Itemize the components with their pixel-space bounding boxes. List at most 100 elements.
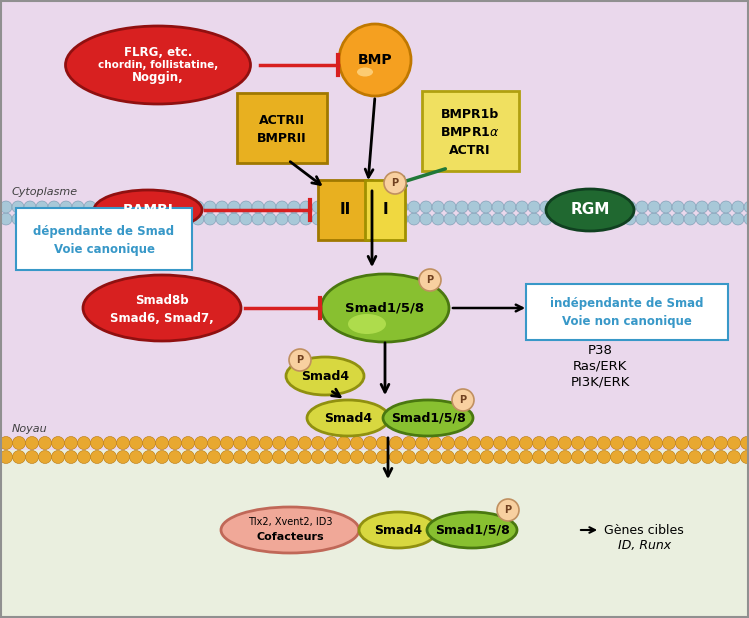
Circle shape [672,213,684,225]
Circle shape [492,201,504,213]
Circle shape [432,213,444,225]
Ellipse shape [357,67,373,77]
Circle shape [339,24,411,96]
Circle shape [204,201,216,213]
Circle shape [168,213,180,225]
Circle shape [273,436,285,449]
Circle shape [504,213,516,225]
Circle shape [52,436,64,449]
Circle shape [663,436,676,449]
Circle shape [504,201,516,213]
Circle shape [559,451,571,464]
Circle shape [402,436,416,449]
Text: P: P [392,178,398,188]
Circle shape [408,213,420,225]
FancyBboxPatch shape [526,284,728,340]
Circle shape [702,451,715,464]
Circle shape [363,451,377,464]
Ellipse shape [221,507,359,553]
Circle shape [24,213,36,225]
Circle shape [533,436,545,449]
FancyBboxPatch shape [365,180,405,240]
Text: ACTRII: ACTRII [259,114,305,127]
Text: chordin, follistatine,: chordin, follistatine, [98,60,218,70]
Circle shape [120,213,132,225]
Circle shape [132,201,144,213]
Circle shape [520,451,533,464]
Text: indépendante de Smad: indépendante de Smad [551,297,704,310]
Text: Voie non canonique: Voie non canonique [562,315,692,328]
Circle shape [684,201,696,213]
Circle shape [300,213,312,225]
Text: Smad1/5/8: Smad1/5/8 [434,523,509,536]
Circle shape [506,451,520,464]
Circle shape [480,213,492,225]
Circle shape [91,451,103,464]
Circle shape [744,201,749,213]
Circle shape [732,213,744,225]
Circle shape [468,201,480,213]
Circle shape [195,436,207,449]
Circle shape [377,436,389,449]
Circle shape [117,436,130,449]
Circle shape [467,451,481,464]
FancyBboxPatch shape [318,180,372,240]
Ellipse shape [83,275,241,341]
Text: Noggin,: Noggin, [132,70,184,83]
Circle shape [276,201,288,213]
Circle shape [636,213,648,225]
Circle shape [72,213,84,225]
Circle shape [494,451,506,464]
Circle shape [64,451,77,464]
Circle shape [456,201,468,213]
Circle shape [637,436,649,449]
Text: P: P [504,505,512,515]
Circle shape [452,389,474,411]
Text: dépendante de Smad: dépendante de Smad [34,224,175,237]
Circle shape [240,213,252,225]
Circle shape [672,201,684,213]
Circle shape [720,201,732,213]
Circle shape [610,451,623,464]
Circle shape [288,201,300,213]
Circle shape [0,213,12,225]
FancyBboxPatch shape [16,208,192,270]
FancyBboxPatch shape [237,93,327,163]
Circle shape [96,213,108,225]
Circle shape [660,201,672,213]
Circle shape [12,201,24,213]
Circle shape [312,451,324,464]
Circle shape [77,436,91,449]
Text: Smad4: Smad4 [301,370,349,383]
Circle shape [715,451,727,464]
Circle shape [36,213,48,225]
Circle shape [246,436,259,449]
Text: ACTRI: ACTRI [449,145,491,158]
Circle shape [142,451,156,464]
Circle shape [169,451,181,464]
Text: Smad4: Smad4 [324,412,372,425]
Circle shape [299,451,312,464]
Circle shape [588,213,600,225]
Circle shape [192,201,204,213]
Circle shape [649,436,663,449]
Circle shape [142,436,156,449]
Circle shape [481,436,494,449]
Circle shape [684,213,696,225]
Circle shape [77,451,91,464]
Circle shape [528,213,540,225]
Ellipse shape [348,314,386,334]
Circle shape [428,451,441,464]
Circle shape [240,201,252,213]
Circle shape [363,436,377,449]
Circle shape [52,451,64,464]
Circle shape [720,213,732,225]
Circle shape [715,436,727,449]
Circle shape [246,451,259,464]
Ellipse shape [359,512,437,548]
Circle shape [180,213,192,225]
Circle shape [324,436,338,449]
Circle shape [384,201,396,213]
Circle shape [84,213,96,225]
Circle shape [299,436,312,449]
